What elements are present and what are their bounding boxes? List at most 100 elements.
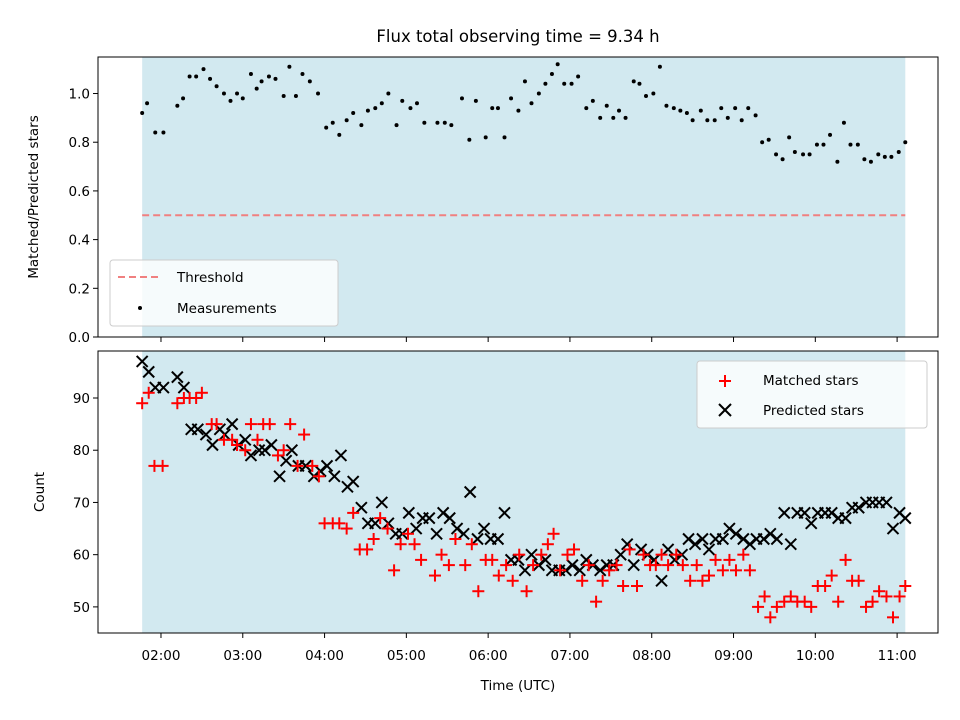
matched-star-point bbox=[670, 548, 683, 561]
measurement-point bbox=[300, 72, 305, 77]
predicted-star-point bbox=[346, 475, 360, 488]
measurement-point bbox=[725, 115, 730, 120]
predicted-star-point bbox=[477, 522, 491, 535]
top-legend: Threshold Measurements bbox=[109, 259, 339, 327]
matched-star-point bbox=[472, 585, 485, 598]
bottom-y-tick-label: 70 bbox=[73, 495, 90, 511]
matched-star-point bbox=[428, 569, 441, 582]
predicted-star-point bbox=[199, 428, 213, 441]
matched-star-point bbox=[655, 548, 668, 561]
top-panel: 0.0 0.2 0.4 0.6 0.8 1.0 Matched/Predicted sta… bbox=[26, 56, 939, 346]
matched-star-point bbox=[195, 386, 208, 399]
predicted-star-point bbox=[852, 501, 865, 514]
matched-star-point bbox=[860, 600, 873, 613]
matched-star-point bbox=[239, 444, 252, 457]
measurement-point bbox=[792, 149, 797, 154]
measurement-point bbox=[712, 118, 717, 123]
measurement-point bbox=[705, 118, 710, 123]
measurement-point bbox=[780, 157, 785, 162]
measurement-point bbox=[855, 142, 860, 147]
predicted-star-point bbox=[328, 470, 341, 483]
x-tick-label: 05:00 bbox=[387, 648, 426, 664]
matched-star-point bbox=[561, 548, 574, 561]
matched-star-point bbox=[535, 548, 548, 561]
predicted-star-point bbox=[566, 558, 579, 572]
measurement-point bbox=[896, 149, 901, 154]
measurement-point bbox=[522, 79, 527, 84]
measurement-point bbox=[214, 84, 219, 89]
measurement-point bbox=[617, 108, 622, 113]
legend-measurements-label: Measurements bbox=[177, 301, 277, 317]
x-tick-label: 11:00 bbox=[878, 648, 917, 664]
predicted-star-point bbox=[784, 538, 797, 551]
measurement-point bbox=[359, 123, 364, 128]
top-y-tick-label: 0.4 bbox=[69, 233, 90, 249]
matched-star-point bbox=[637, 548, 650, 561]
matched-star-point bbox=[361, 543, 374, 556]
measurement-point bbox=[719, 106, 724, 111]
measurement-point bbox=[536, 91, 541, 96]
predicted-star-point bbox=[655, 574, 668, 587]
measurement-point bbox=[449, 123, 454, 128]
matched-star-point bbox=[770, 600, 783, 613]
matched-star-point bbox=[631, 580, 644, 592]
matched-star-point bbox=[263, 418, 276, 431]
matched-star-point bbox=[381, 522, 394, 535]
measurement-point bbox=[490, 106, 495, 111]
measurement-point bbox=[516, 108, 521, 113]
measurement-point bbox=[746, 106, 751, 111]
matched-star-point bbox=[486, 553, 499, 566]
chart-title: Flux total observing time = 9.34 h bbox=[376, 27, 659, 46]
matched-star-point bbox=[702, 569, 715, 582]
predicted-star-point bbox=[279, 454, 293, 467]
predicted-star-point bbox=[498, 506, 511, 520]
measurement-point bbox=[584, 106, 589, 111]
matched-star-point bbox=[623, 543, 636, 556]
legend-threshold-label: Threshold bbox=[176, 270, 244, 286]
measurement-point bbox=[351, 111, 356, 115]
measurement-point bbox=[529, 101, 534, 106]
measurement-point bbox=[814, 142, 819, 147]
measurement-point bbox=[473, 98, 478, 103]
measurement-point bbox=[394, 123, 399, 128]
matched-star-point bbox=[513, 548, 526, 561]
measurement-point bbox=[590, 98, 595, 103]
measurement-point bbox=[408, 106, 413, 111]
legend-matched-label: Matched stars bbox=[763, 373, 859, 389]
predicted-star-point bbox=[661, 543, 675, 556]
measurement-point bbox=[495, 106, 500, 111]
measurement-point bbox=[240, 96, 245, 101]
legend-matched-marker bbox=[719, 375, 731, 387]
x-tick-label: 08:00 bbox=[632, 648, 671, 664]
measurement-point bbox=[644, 93, 649, 98]
bottom-legend: Matched stars Predicted stars bbox=[696, 360, 928, 429]
measurement-point bbox=[569, 81, 574, 86]
matched-star-point bbox=[709, 553, 722, 566]
matched-star-point bbox=[492, 569, 505, 582]
matched-star-point bbox=[617, 580, 630, 592]
matched-star-point bbox=[723, 553, 736, 566]
matched-star-point bbox=[819, 580, 832, 592]
measurement-point bbox=[344, 118, 349, 123]
matched-star-point bbox=[805, 600, 818, 613]
top-y-tick-label: 0.0 bbox=[69, 330, 90, 346]
measurement-point bbox=[422, 120, 427, 125]
matched-star-point bbox=[825, 569, 838, 582]
x-tick-label: 04:00 bbox=[305, 648, 344, 664]
matched-star-point bbox=[716, 564, 729, 577]
predicted-star-point bbox=[265, 438, 278, 452]
measurement-point bbox=[611, 115, 616, 120]
matched-star-point bbox=[298, 428, 311, 441]
predicted-star-point bbox=[463, 485, 477, 499]
matched-star-point bbox=[554, 564, 567, 577]
measurement-point bbox=[175, 103, 180, 108]
matched-star-point bbox=[866, 595, 879, 608]
matched-star-point bbox=[778, 595, 791, 608]
matched-star-point bbox=[690, 559, 703, 572]
matched-star-point bbox=[568, 543, 581, 556]
predicted-star-point bbox=[518, 564, 532, 577]
predicted-star-point bbox=[355, 501, 368, 514]
matched-star-point bbox=[610, 559, 623, 572]
predicted-star-point bbox=[252, 444, 266, 457]
measurement-point bbox=[766, 137, 771, 142]
